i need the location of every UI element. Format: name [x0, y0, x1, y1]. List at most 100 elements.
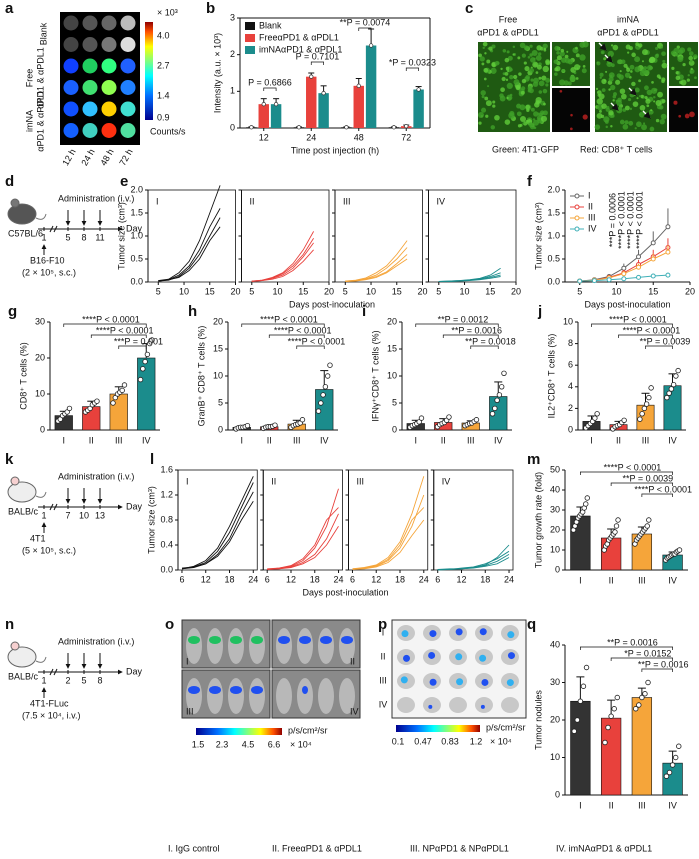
cell-signal: [619, 70, 622, 73]
cell-signal: [651, 81, 654, 84]
group-label: III: [186, 706, 194, 716]
tumor-signal: [63, 80, 79, 95]
cell-signal: [670, 50, 676, 56]
mouse-silhouette: [186, 628, 202, 664]
cell-signal: [680, 79, 687, 86]
mouse-ear: [10, 476, 20, 486]
row-label: Blank: [38, 22, 48, 45]
y-axis-label: Intensity (a.u. × 10³): [212, 33, 222, 113]
line: [267, 507, 339, 570]
y-axis-label: Tumor growth rate (fold): [533, 472, 543, 568]
tumor-signal: [82, 101, 98, 117]
day-label: 13: [95, 510, 105, 520]
group-label: IV: [350, 706, 359, 716]
line: [181, 476, 254, 570]
cell-signal: [525, 104, 531, 110]
data-point: [637, 416, 643, 422]
colorbar-unit: Counts/s: [150, 126, 186, 136]
cell-signal: [524, 65, 530, 72]
data-point: [144, 351, 151, 358]
x-tick-label: 24: [504, 574, 514, 584]
day-label: 1: [41, 675, 46, 685]
cell-signal: [686, 78, 691, 82]
data-point: [676, 547, 683, 553]
cell-signal: [605, 125, 608, 129]
cell-signal: [597, 90, 602, 95]
cell-signal: [518, 72, 522, 76]
footer-label: IV. imNAαPD1 & αPDL1: [556, 843, 652, 853]
cell-signal: [542, 65, 549, 73]
cell-signal: [482, 46, 485, 50]
data-point: [665, 224, 671, 230]
cell-signal: [538, 76, 542, 80]
x-tick-label: 18: [480, 574, 490, 584]
annotation: ****P < 0.0001: [625, 191, 635, 249]
row-label: Free: [24, 69, 34, 88]
tumor-signal: [120, 80, 136, 95]
data-point: [119, 387, 125, 394]
bar: [137, 357, 156, 431]
cell-signal: [610, 44, 614, 47]
panel-letter: p: [378, 616, 387, 633]
line: [251, 238, 314, 282]
facet-label: I: [186, 476, 189, 486]
cell-signal: [624, 105, 630, 111]
legend-label: Blank: [259, 20, 282, 30]
lung: [423, 697, 441, 713]
annotation: ****P < 0.0001: [623, 325, 681, 335]
cell-signal: [617, 97, 622, 103]
data-point: [621, 417, 627, 423]
microscopy-image: [669, 88, 698, 132]
y-tick-label: 5: [392, 397, 397, 407]
data-point: [344, 125, 349, 130]
colorbar-unit: p/s/cm²/sr: [486, 722, 526, 732]
data-point: [318, 400, 324, 406]
line: [437, 554, 510, 570]
lung-signal: [251, 686, 263, 694]
panel-letter: j: [537, 303, 542, 320]
image-background: [60, 12, 140, 145]
footer-label: I. IgG control: [168, 843, 220, 853]
axis-break: [49, 225, 58, 233]
data-point: [584, 495, 590, 501]
y-tick-label: 30: [550, 504, 560, 514]
group-sublabel: αPD1 & αPDL1: [597, 27, 658, 37]
cell-signal: [658, 76, 662, 80]
legend-label: IV: [588, 223, 597, 233]
data-point: [650, 273, 656, 279]
annotation: ****P < 0.0001: [288, 336, 346, 346]
mouse-body: [7, 646, 37, 668]
cell-signal: [677, 56, 684, 63]
mouse-silhouette: [228, 678, 244, 714]
line: [352, 519, 425, 570]
cell-signal: [649, 126, 655, 132]
cell-signal: [641, 60, 644, 63]
line: [158, 185, 221, 282]
x-tick-label: 5: [436, 286, 441, 296]
annotation: ****P < 0.0001: [634, 484, 692, 494]
cell-signal: [684, 113, 690, 119]
annotation: P = 0.6866: [248, 77, 292, 87]
legend-swatch: [245, 34, 255, 42]
legend-marker: [574, 193, 580, 199]
y-axis-label: IL2⁺CD8⁺ T cells (%): [546, 334, 556, 419]
data-point: [368, 43, 374, 48]
data-point: [639, 411, 645, 417]
colorbar-tick: 4.0: [157, 30, 170, 40]
y-tick-label: 0.4: [160, 539, 173, 549]
colorbar-scale: × 10⁴: [290, 739, 312, 749]
annotation: ****P < 0.0001: [634, 191, 644, 249]
day-label: 1: [41, 510, 46, 520]
y-tick-label: 0.8: [160, 514, 173, 524]
cell-signal: [603, 57, 607, 61]
row-label: αPD1 & αPDL1: [35, 90, 45, 151]
day-label: 8: [97, 675, 102, 685]
data-point: [664, 394, 670, 401]
y-tick-label: 0: [392, 424, 397, 434]
cell-signal: [632, 101, 639, 107]
x-tick-label: IV: [668, 435, 677, 445]
y-tick-label: 0.5: [547, 253, 560, 263]
cell-signal: [615, 79, 621, 85]
cell-signal: [543, 102, 546, 106]
x-tick-label: III: [115, 435, 123, 445]
